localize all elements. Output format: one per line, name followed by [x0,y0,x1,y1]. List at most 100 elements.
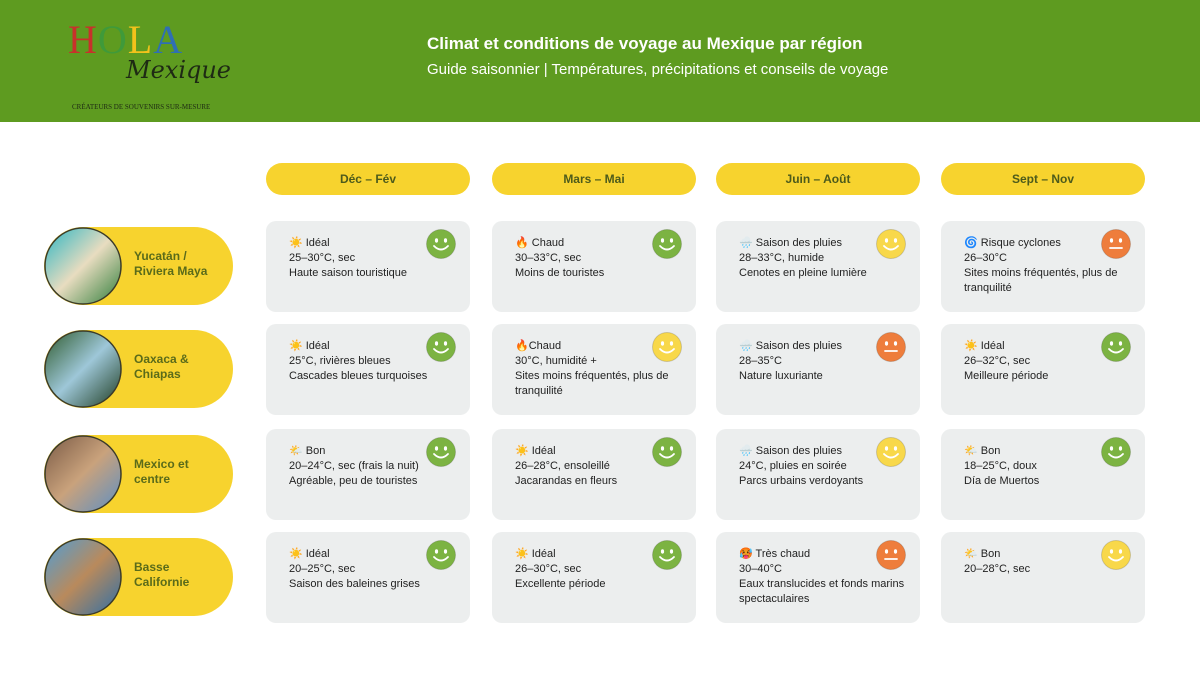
smiley [1101,540,1131,570]
cell-line: 20–25°C, sec [289,563,356,575]
cell: 🌧️ Saison des pluies 28–35°C Nature luxuri… [716,324,920,415]
region-name: Oaxaca & Chiapas [134,352,189,382]
cell-status: 🌀 Risque cyclones [964,237,1061,249]
cell-line: Sites moins fréquentés, plus de tranquil… [964,267,1118,294]
cell: 🌤️ Bon 18–25°C, doux Día de Muertos [941,429,1145,520]
region-name-line: Oaxaca & [134,352,189,366]
region-label: Basse Californie [44,538,233,616]
cell-line: Parcs urbains verdoyants [739,475,864,487]
region-name: Mexico et centre [134,457,189,487]
cell-line: Agréable, peu de touristes [289,475,418,487]
smiley [876,229,906,259]
cell-line: Haute saison touristique [289,267,408,279]
region-name-line: Californie [134,575,190,589]
logo: HOLA Mexique CRÉATEURS DE SOUVENIRS SUR-… [68,16,231,116]
smiley [1101,332,1131,362]
cell-line: 20–24°C, sec (frais la nuit) [289,460,419,472]
logo-script: Mexique [126,56,232,84]
cell-line: Eaux translucides et fonds marins specta… [739,578,905,605]
region-label: Mexico et centre [44,435,233,513]
smiley [652,229,682,259]
smiley [876,540,906,570]
smiley [652,437,682,467]
cell-status: ☀️ Idéal [289,340,330,352]
region-label: Oaxaca & Chiapas [44,330,233,408]
header: HOLA Mexique CRÉATEURS DE SOUVENIRS SUR-… [0,0,1200,122]
logo-tagline: CRÉATEURS DE SOUVENIRS SUR-MESURE [72,103,211,111]
region-photo [44,330,122,408]
season-header: Mars – Mai [492,163,696,195]
cell-line: Jacarandas en fleurs [515,475,618,487]
region-photo [44,227,122,305]
cell-status: 🌤️ Bon [964,445,1001,457]
smiley [426,540,456,570]
cell-line: 25–30°C, sec [289,252,356,264]
season-header: Déc – Fév [266,163,470,195]
region-name-line: centre [134,472,171,486]
cell: 🥵 Très chaud 30–40°C Eaux translucides et … [716,532,920,623]
cell: 🔥Chaud 30°C, humidité + Sites moins fréqu… [492,324,696,415]
cell-line: 24°C, pluies en soirée [739,460,847,472]
region-name-line: Riviera Maya [134,264,208,278]
smiley [876,437,906,467]
cell-status: 🌤️ Bon [964,548,1001,560]
cell: ☀️ Idéal 20–25°C, sec Saison des baleines … [266,532,470,623]
title: Climat et conditions de voyage au Mexiqu… [427,34,863,53]
cell-line: 28–35°C [739,355,782,367]
cell-line: 26–32°C, sec [964,355,1031,367]
cell-line: Saison des baleines grises [289,578,420,590]
logo-letter: L [127,17,154,62]
cell: ☀️ Idéal 26–30°C, sec Excellente période [492,532,696,623]
region-name-line: Chiapas [134,367,181,381]
cell-status: ☀️ Idéal [964,340,1005,352]
cell-status: 🌧️ Saison des pluies [739,340,842,352]
cell-line: 18–25°C, doux [964,460,1037,472]
cell: 🌀 Risque cyclones 26–30°C Sites moins fréq… [941,221,1145,312]
cell-status: 🌧️ Saison des pluies [739,237,842,249]
smiley [1101,229,1131,259]
cell-line: 20–28°C, sec [964,563,1031,575]
region-name: Basse Californie [134,560,189,590]
cell-status: 🔥 Chaud [515,237,565,249]
logo-letter: H [68,17,98,62]
cell: 🌧️ Saison des pluies 24°C, pluies en soir… [716,429,920,520]
cell-line: Meilleure période [964,370,1049,382]
region-label: Yucatán / Riviera Maya [44,227,233,305]
cell: ☀️ Idéal 26–32°C, sec Meilleure période [941,324,1145,415]
cell: ☀️ Idéal 26–28°C, ensoleillé Jacarandas en… [492,429,696,520]
cell-status: ☀️ Idéal [515,445,556,457]
smiley [652,332,682,362]
cell-line: Cascades bleues turquoises [289,370,428,382]
cell: 🌧️ Saison des pluies 28–33°C, humide Cenot… [716,221,920,312]
cell: 🔥 Chaud 30–33°C, sec Moins de touristes [492,221,696,312]
smiley [426,437,456,467]
cell-line: 30°C, humidité + [515,355,597,367]
smiley [426,332,456,362]
cell-line: Excellente période [515,578,606,590]
logo-letter: O [97,17,128,62]
cell-line: 28–33°C, humide [739,252,825,264]
cell-line: Moins de touristes [515,267,605,279]
cell-line: Cenotes en pleine lumière [739,267,867,279]
region-photo [44,435,122,513]
cell-line: Día de Muertos [964,475,1040,487]
cell-status: 🌧️ Saison des pluies [739,445,842,457]
region-name-line: Yucatán / [134,249,187,263]
smiley [426,229,456,259]
season-header: Juin – Août [716,163,920,195]
logo-letter: A [153,17,184,62]
cell-status: ☀️ Idéal [289,548,330,560]
cell-line: 30–33°C, sec [515,252,582,264]
cell-status: ☀️ Idéal [515,548,556,560]
smiley [1101,437,1131,467]
cell: 🌤️ Bon 20–28°C, sec [941,532,1145,623]
cell-status: ☀️ Idéal [289,237,330,249]
season-header: Sept – Nov [941,163,1145,195]
region-photo [44,538,122,616]
cell-line: 26–28°C, ensoleillé [515,460,610,472]
cell-line: 25°C, rivières bleues [289,355,391,367]
logo-letters: HOLA [68,16,218,63]
cell-status: 🌤️ Bon [289,445,326,457]
cell: ☀️ Idéal 25–30°C, sec Haute saison tourist… [266,221,470,312]
